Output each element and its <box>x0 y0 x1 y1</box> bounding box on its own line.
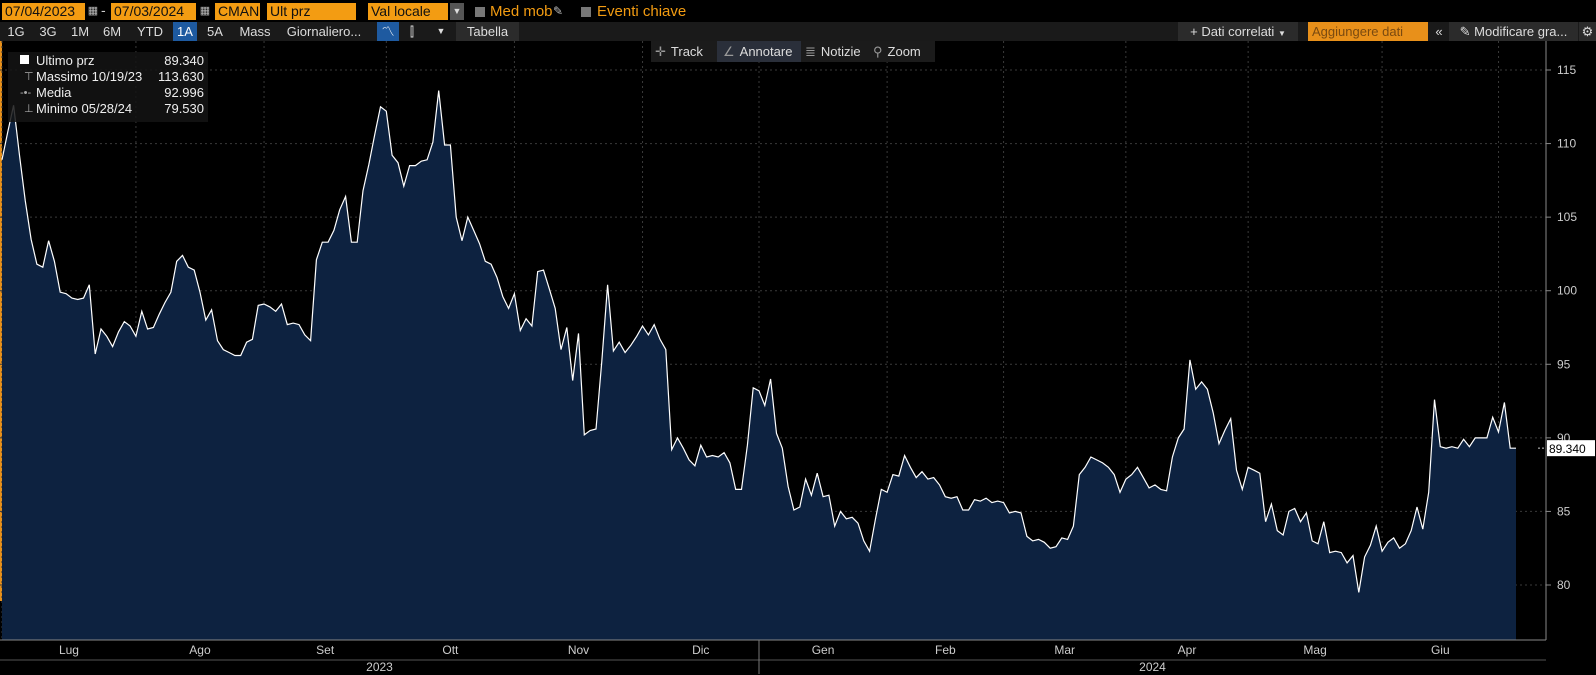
last-price-tag: 89.340 <box>1549 442 1586 456</box>
pencil-icon[interactable]: ✎ <box>553 4 564 18</box>
period-1m[interactable]: 1M <box>70 24 90 39</box>
y-tick-label: 105 <box>1557 210 1577 224</box>
y-tick-label: 115 <box>1557 63 1576 77</box>
calc-field[interactable]: CMAN <box>215 3 260 20</box>
low-marker-icon: ⊥ <box>24 103 34 115</box>
y-tick-label: 95 <box>1557 357 1571 371</box>
calendar-icon[interactable]: ▦ <box>87 5 99 17</box>
legend-avg-label: Media <box>36 85 72 100</box>
gear-icon[interactable]: ⚙ <box>1579 22 1596 41</box>
legend-high-value: 113.630 <box>157 69 204 84</box>
period-3g[interactable]: 3G <box>39 24 57 39</box>
last-price-tag-bg <box>1547 440 1595 457</box>
bar-chart-icon[interactable]: ⫿ <box>409 24 415 39</box>
key-events-checkbox[interactable] <box>581 7 591 17</box>
legend-low[interactable]: ⊥ Minimo 05/28/24 79.530 <box>8 101 208 117</box>
chevron-down-icon[interactable]: ▼ <box>450 3 464 20</box>
currency-selector[interactable]: Val locale <box>368 3 448 20</box>
pencil-icon: ✎ <box>1459 24 1471 39</box>
related-data-button[interactable]: + Dati correlati ▼ <box>1178 22 1298 41</box>
month-label: Gen <box>812 643 835 657</box>
collapse-icon[interactable]: « <box>1435 24 1443 39</box>
field-selector[interactable]: Ult prz <box>267 3 356 20</box>
legend-high-label: Massimo 10/19/23 <box>36 69 143 84</box>
zoom-tool[interactable]: ⚲ Zoom <box>873 41 933 62</box>
legend-last-label: Ultimo prz <box>36 53 95 68</box>
legend-last-value: 89.340 <box>164 53 204 68</box>
search-icon: ⚲ <box>873 44 883 59</box>
chart-tools: ✛ Track ∠ Annotare ≣ Notizie ⚲ Zoom <box>651 41 935 62</box>
key-events-label[interactable]: Eventi chiave <box>597 3 687 20</box>
legend-high[interactable]: ⊤ Massimo 10/19/23 113.630 <box>8 69 208 85</box>
month-label: Feb <box>935 643 956 657</box>
moving-avg-label[interactable]: Med mob <box>490 3 553 20</box>
legend-low-label: Minimo 05/28/24 <box>36 101 133 116</box>
month-label: Set <box>316 643 335 657</box>
legend-last[interactable]: Ultimo prz 89.340 <box>8 53 208 69</box>
period-ytd[interactable]: YTD <box>137 24 163 39</box>
average-line-icon: -•- <box>20 87 32 99</box>
list-icon: ≣ <box>805 44 816 59</box>
end-date-field[interactable]: 07/03/2024 <box>111 3 196 20</box>
year-label: 2023 <box>366 660 393 674</box>
line-chart-icon[interactable]: 〽 <box>377 22 399 41</box>
chevron-down-icon[interactable]: ▼ <box>436 26 446 36</box>
month-label: Giu <box>1431 643 1450 657</box>
month-label: Mag <box>1303 643 1326 657</box>
related-data-label: + Dati correlati <box>1190 24 1275 39</box>
y-tick-label: 85 <box>1557 504 1571 518</box>
moving-avg-checkbox[interactable] <box>475 7 485 17</box>
legend-avg-value: 92.996 <box>164 85 204 100</box>
legend-avg[interactable]: -•- Media 92.996 <box>8 85 208 101</box>
news-label: Notizie <box>820 44 861 59</box>
annotate-tool[interactable]: ∠ Annotare <box>717 41 801 62</box>
track-label: Track <box>670 44 703 59</box>
y-tick-label: 80 <box>1557 578 1571 592</box>
zoom-label: Zoom <box>887 44 921 59</box>
pencil-icon: ∠ <box>723 44 735 59</box>
period-5a[interactable]: 5A <box>207 24 223 39</box>
chevron-down-icon: ▼ <box>1277 29 1286 38</box>
track-tool[interactable]: ✛ Track <box>655 41 713 62</box>
crosshair-icon: ✛ <box>655 44 666 59</box>
month-label: Apr <box>1178 643 1197 657</box>
period-1g[interactable]: 1G <box>7 24 25 39</box>
square-icon <box>12 53 36 69</box>
edit-chart-button[interactable]: ✎ Modificare gra... <box>1449 22 1578 41</box>
calendar-icon[interactable]: ▦ <box>199 5 211 17</box>
annotate-label: Annotare <box>739 44 793 59</box>
period-mass[interactable]: Mass <box>239 24 271 39</box>
y-tick-label: 100 <box>1557 284 1577 298</box>
month-label: Mar <box>1054 643 1075 657</box>
chart-legend: Ultimo prz 89.340 ⊤ Massimo 10/19/23 113… <box>8 52 208 122</box>
edit-chart-label: Modificare gra... <box>1474 24 1568 39</box>
high-marker-icon: ⊤ <box>24 71 34 83</box>
month-label: Dic <box>692 643 709 657</box>
add-data-button[interactable]: Aggiungere dati <box>1308 22 1428 41</box>
period-6m[interactable]: 6M <box>102 24 122 39</box>
date-separator: - <box>101 2 106 18</box>
period-1a[interactable]: 1A <box>173 22 197 41</box>
price-line <box>1 90 1516 593</box>
month-label: Ott <box>442 643 459 657</box>
legend-low-value: 79.530 <box>164 101 204 116</box>
price-area <box>2 90 1516 641</box>
month-label: Ago <box>189 643 211 657</box>
table-button[interactable]: Tabella <box>456 22 519 41</box>
focus-edge <box>0 41 2 601</box>
month-label: Nov <box>568 643 589 657</box>
year-label: 2024 <box>1139 660 1166 674</box>
start-date-field[interactable]: 07/04/2023 <box>2 3 85 20</box>
y-tick-label: 110 <box>1557 137 1576 151</box>
frequency-selector[interactable]: Giornaliero... <box>286 24 362 39</box>
news-tool[interactable]: ≣ Notizie <box>805 41 869 62</box>
month-label: Lug <box>59 643 79 657</box>
